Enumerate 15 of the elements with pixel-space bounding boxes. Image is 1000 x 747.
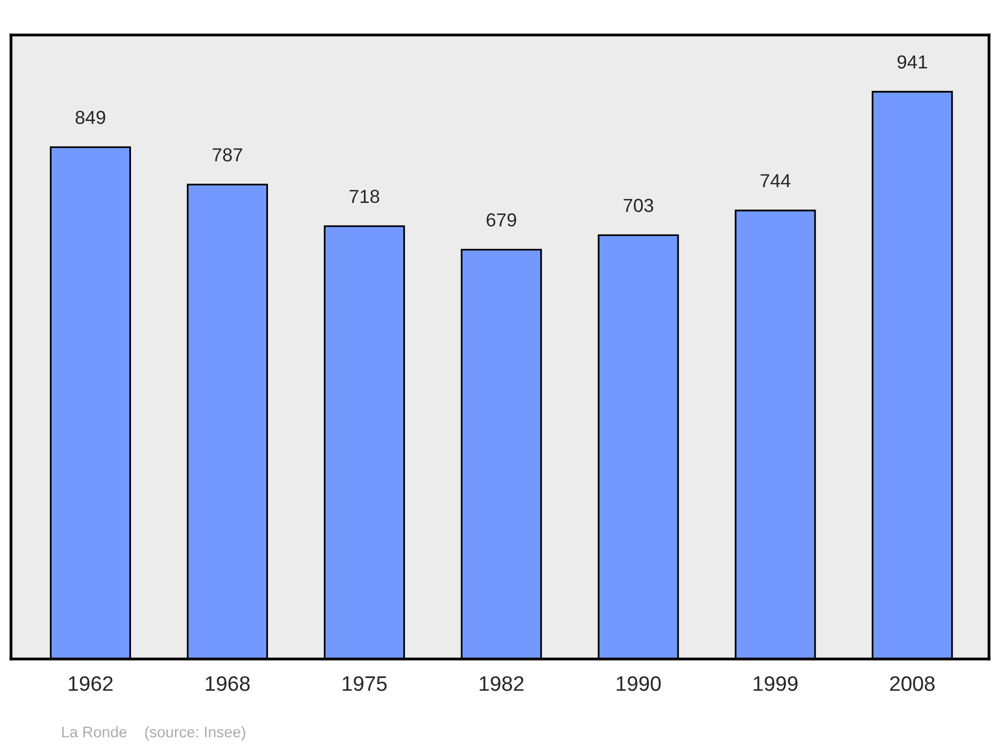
data-label: 787 xyxy=(212,148,242,162)
data-label: 849 xyxy=(76,110,106,124)
x-tick-label: 1982 xyxy=(480,676,524,691)
data-label: 744 xyxy=(760,174,790,188)
data-label: 703 xyxy=(624,198,654,212)
x-tick-label: 1975 xyxy=(342,676,387,691)
x-tick-label: 1990 xyxy=(616,676,661,691)
x-tick-label: 1962 xyxy=(68,676,113,691)
data-label: 941 xyxy=(898,55,928,69)
x-tick-label: 2008 xyxy=(890,676,935,691)
text: La Ronde (source: Insee) xyxy=(62,726,246,740)
x-tick-label: 1968 xyxy=(206,676,250,691)
x-tick-label: 1999 xyxy=(754,676,798,691)
data-label: 718 xyxy=(350,190,380,204)
data-label: 679 xyxy=(486,213,516,227)
